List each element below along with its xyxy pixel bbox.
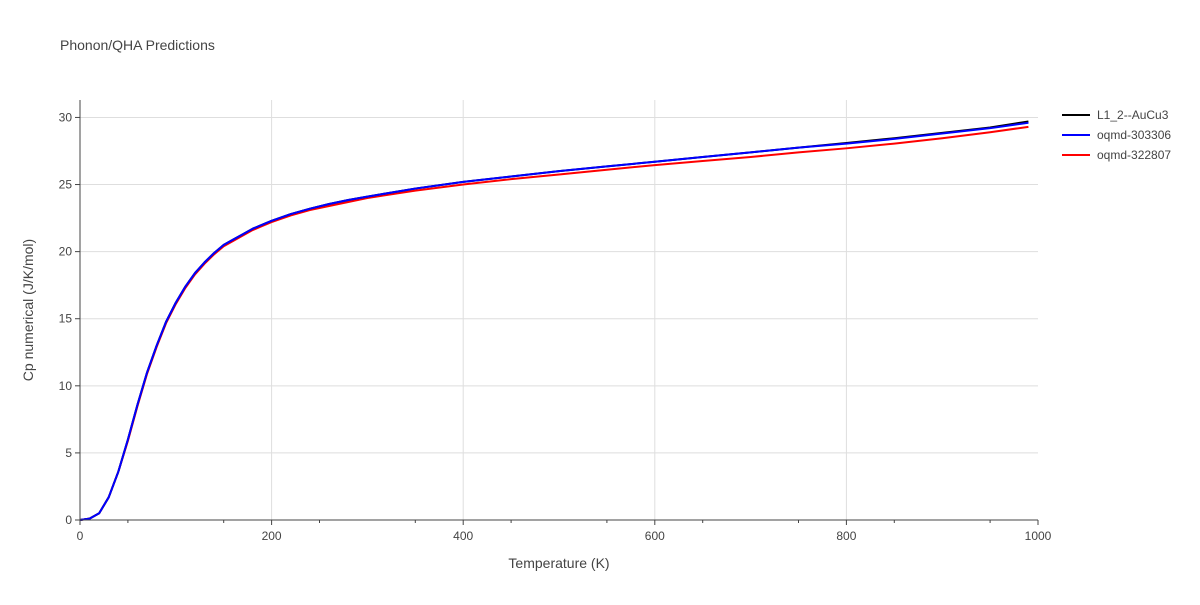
series-line-oqmd-322807[interactable] [79, 125, 1029, 521]
axes: 0 5 10 15 20 25 30 0 200 400 600 800 1000 [59, 100, 1052, 543]
x-tick-label: 800 [836, 529, 856, 543]
legend-item[interactable]: oqmd-303306 [1062, 128, 1171, 142]
legend-label: oqmd-322807 [1097, 148, 1171, 162]
y-tick-label: 15 [59, 312, 73, 326]
y-tick-label: 20 [59, 245, 73, 259]
legend-item[interactable]: oqmd-322807 [1062, 148, 1171, 162]
series-line-l1-2-aucu3[interactable] [79, 120, 1029, 521]
x-axis-label: Temperature (K) [508, 555, 609, 571]
series-lines [79, 120, 1029, 521]
legend[interactable]: L1_2--AuCu3 oqmd-303306 oqmd-322807 [1062, 108, 1171, 162]
legend-item[interactable]: L1_2--AuCu3 [1062, 108, 1169, 122]
y-tick-label: 5 [65, 446, 72, 460]
series-line-oqmd-303306[interactable] [79, 121, 1029, 521]
x-tick-label: 1000 [1025, 529, 1052, 543]
x-tick-label: 600 [645, 529, 665, 543]
chart-title: Phonon/QHA Predictions [60, 37, 215, 53]
legend-label: L1_2--AuCu3 [1097, 108, 1169, 122]
x-tick-label: 400 [453, 529, 473, 543]
x-tick-label: 0 [77, 529, 84, 543]
y-tick-label: 25 [59, 178, 73, 192]
y-tick-label: 30 [59, 110, 73, 124]
y-axis-label: Cp numerical (J/K/mol) [20, 239, 36, 381]
y-tick-label: 0 [65, 513, 72, 527]
x-tick-label: 200 [262, 529, 282, 543]
legend-label: oqmd-303306 [1097, 128, 1171, 142]
grid [80, 100, 1038, 520]
y-tick-label: 10 [59, 379, 73, 393]
